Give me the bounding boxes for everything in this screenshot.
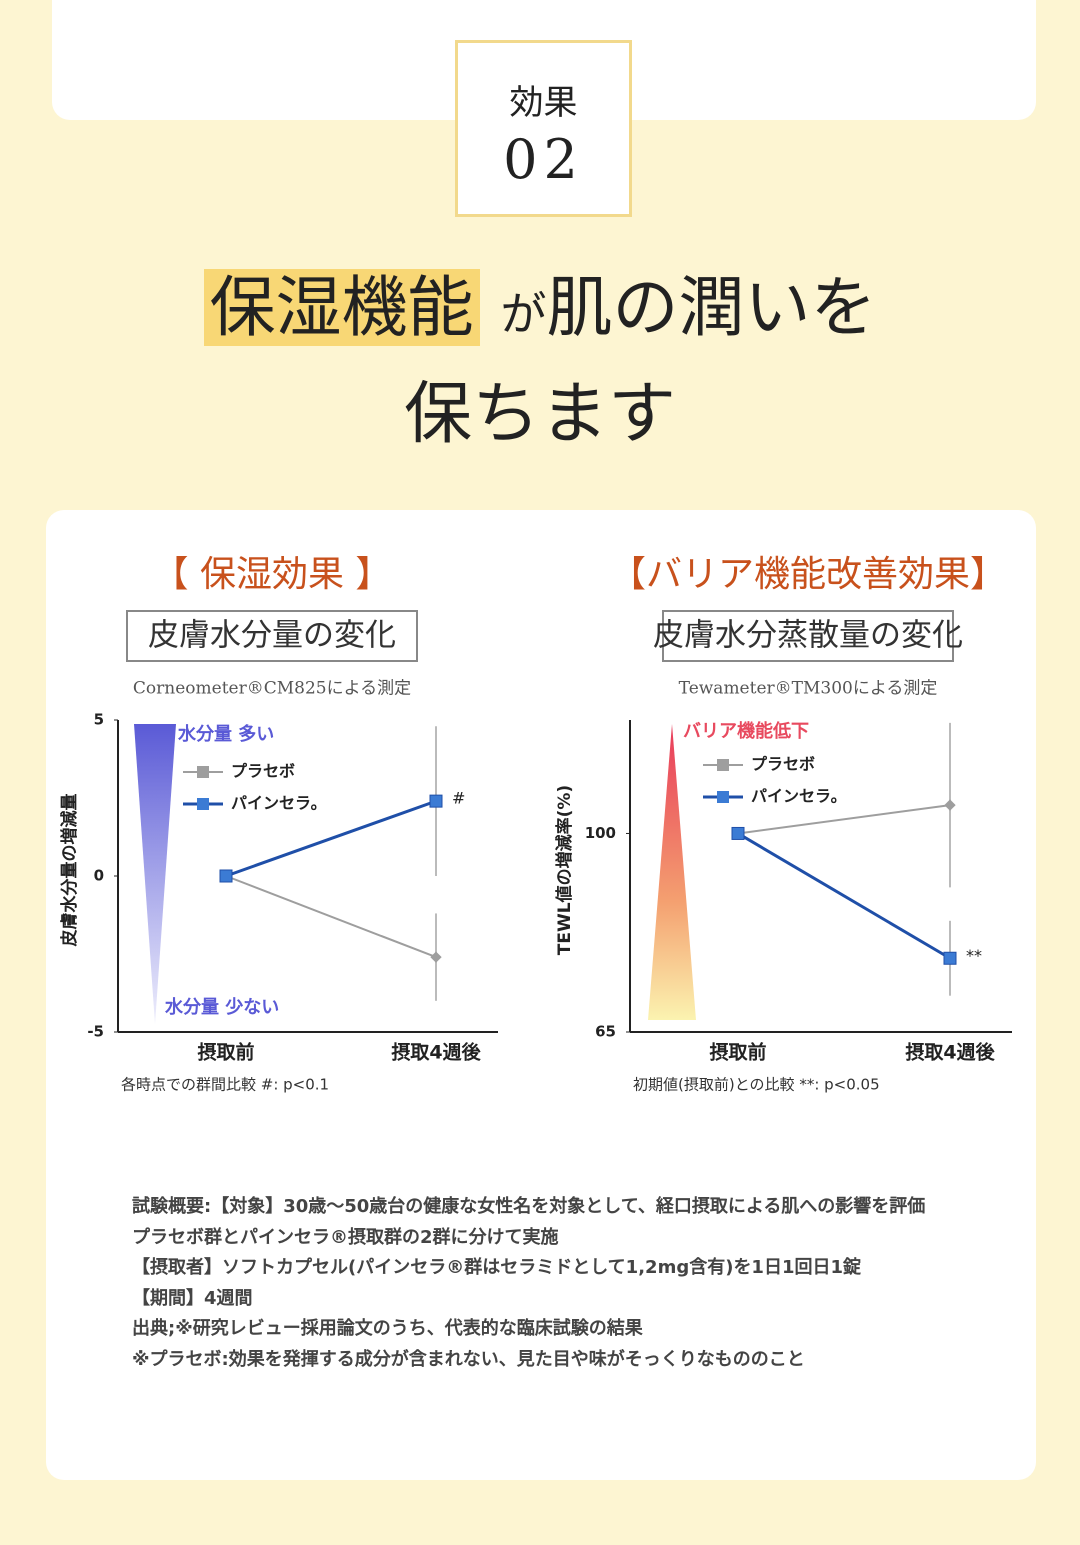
series-line bbox=[737, 832, 951, 960]
x-tick-label: 摂取前 bbox=[197, 1041, 254, 1064]
badge-number: 02 bbox=[503, 128, 584, 191]
y-axis-label: 皮膚水分量の増減量 bbox=[59, 794, 80, 947]
note-line: プラセボ群とパインセラ®摂取群の2群に分けて実施 bbox=[132, 1226, 559, 1248]
badge-label: 効果 bbox=[509, 83, 578, 123]
legend-label: パインセラ。 bbox=[751, 787, 847, 806]
legend-marker bbox=[197, 798, 209, 810]
y-tick-label: -5 bbox=[87, 1023, 104, 1041]
chart-subtitle: 皮膚水分蒸散量の変化 bbox=[653, 618, 963, 654]
series-line bbox=[225, 799, 437, 878]
annotation: # bbox=[452, 789, 465, 808]
legend-marker bbox=[197, 766, 209, 778]
heading: 保湿機能 が肌の潤いを bbox=[0, 258, 1080, 364]
y-axis-label: TEWL値の増減率(%) bbox=[554, 785, 575, 955]
annotation: ** bbox=[966, 946, 982, 965]
measurement: Corneometer®CM825による測定 bbox=[133, 679, 411, 699]
note-line: 【期間】4週間 bbox=[132, 1287, 253, 1309]
x-tick-label: 摂取4週後 bbox=[905, 1041, 995, 1064]
chart-subtitle: 皮膚水分量の変化 bbox=[148, 618, 396, 654]
y-tick-label: 0 bbox=[94, 867, 104, 885]
content-card bbox=[46, 510, 1036, 1480]
y-tick-label: 100 bbox=[585, 824, 616, 842]
measurement: Tewameter®TM300による測定 bbox=[679, 679, 938, 699]
legend-marker bbox=[717, 759, 729, 771]
marker bbox=[944, 799, 956, 811]
heading-line2: 保ちます bbox=[403, 375, 676, 454]
note-line: ※プラセボ:効果を発揮する成分が含まれない、見た目や味がそっくりなもののこと bbox=[132, 1348, 805, 1370]
y-tick-label: 5 bbox=[94, 711, 104, 729]
marker bbox=[429, 794, 443, 808]
notes: 試験概要:【対象】30歳～50歳台の健康な女性名を対象として、経口摂取による肌へ… bbox=[132, 1192, 925, 1375]
chart-note: 初期値(摂取前)との比較 **: p<0.05 bbox=[633, 1076, 880, 1094]
y-tick-label: 65 bbox=[595, 1023, 616, 1041]
gradient bbox=[134, 724, 176, 1024]
subtitle-box bbox=[126, 610, 418, 662]
heading-particle: が bbox=[500, 287, 547, 341]
subtitle-box bbox=[662, 610, 954, 662]
x-tick-label: 摂取4週後 bbox=[391, 1041, 481, 1064]
heading-highlight: 保湿機能 bbox=[203, 269, 480, 346]
legend-label: パインセラ。 bbox=[231, 794, 327, 813]
series-line bbox=[737, 804, 951, 835]
x-tick-label: 摂取前 bbox=[709, 1041, 766, 1064]
heading-rest: 肌の潤いを bbox=[546, 269, 877, 346]
marker bbox=[219, 869, 233, 883]
scale-label: バリア機能低下 bbox=[683, 720, 809, 742]
chart-title: 【 保湿効果 】 bbox=[153, 554, 392, 595]
chart-title: 【バリア機能改善効果】 bbox=[610, 554, 1006, 595]
gradient bbox=[648, 724, 696, 1020]
effect-badge: 効果 02 bbox=[455, 40, 632, 217]
marker bbox=[943, 951, 957, 965]
legend-label: プラセボ bbox=[751, 755, 815, 774]
scale-label: 水分量 多い bbox=[177, 723, 274, 745]
note-line: 出典;※研究レビュー採用論文のうち、代表的な臨床試験の結果 bbox=[132, 1318, 643, 1339]
note-line: 【摂取者】ソフトカプセル(パインセラ®群はセラミドとして1,2mg含有)を1日1… bbox=[132, 1257, 862, 1278]
scale-label: 水分量 少ない bbox=[164, 996, 279, 1018]
marker bbox=[731, 826, 745, 840]
series-line bbox=[225, 875, 437, 959]
chart-note: 各時点での群間比較 #: p<0.1 bbox=[121, 1076, 329, 1094]
note-line: 試験概要:【対象】30歳～50歳台の健康な女性名を対象として、経口摂取による肌へ… bbox=[132, 1196, 926, 1217]
legend-marker bbox=[717, 791, 729, 803]
legend-label: プラセボ bbox=[231, 762, 295, 781]
marker bbox=[430, 951, 442, 963]
